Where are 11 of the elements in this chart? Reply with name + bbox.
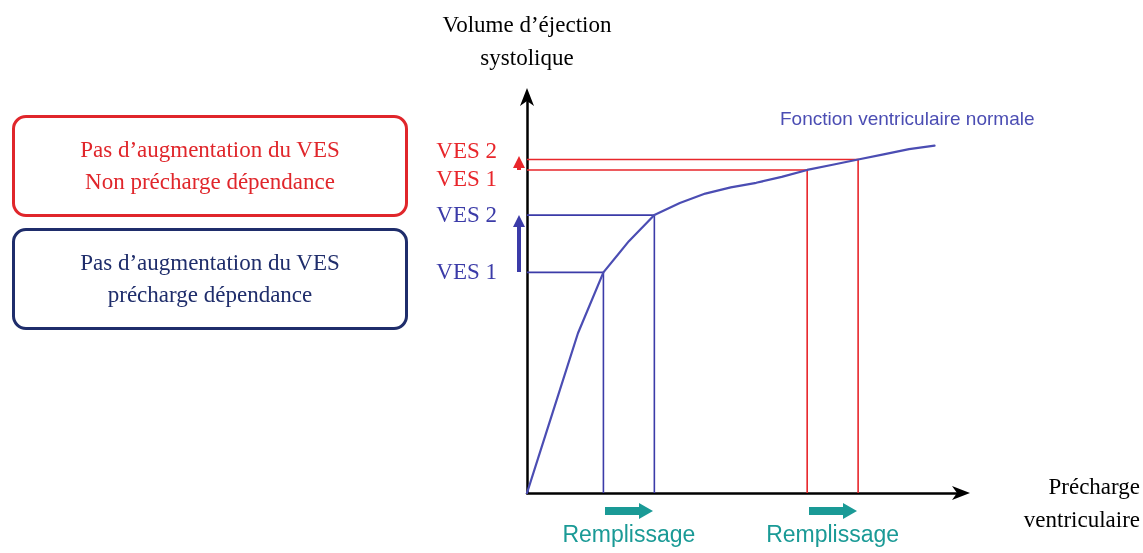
- series-label: Fonction ventriculaire normale: [779, 107, 1035, 130]
- text: Remplissage: [765, 521, 901, 548]
- x-axis-title: Précharge ventriculaire: [1022, 473, 1140, 535]
- ref-line-label: VES 2: [435, 201, 497, 230]
- ref-line-label: VES 1: [435, 258, 497, 287]
- ref-line-label: VES 2: [435, 136, 497, 165]
- y-axis-title: Volume d’éjection systolique: [441, 11, 613, 73]
- ref-line-label: VES 1: [435, 164, 497, 193]
- text-box: Pas d’augmentation du VES précharge dépendance: [12, 228, 408, 330]
- text: Remplissage: [561, 521, 697, 548]
- text-box: Pas d’augmentation du VES Non précharge dépendance: [12, 115, 408, 217]
